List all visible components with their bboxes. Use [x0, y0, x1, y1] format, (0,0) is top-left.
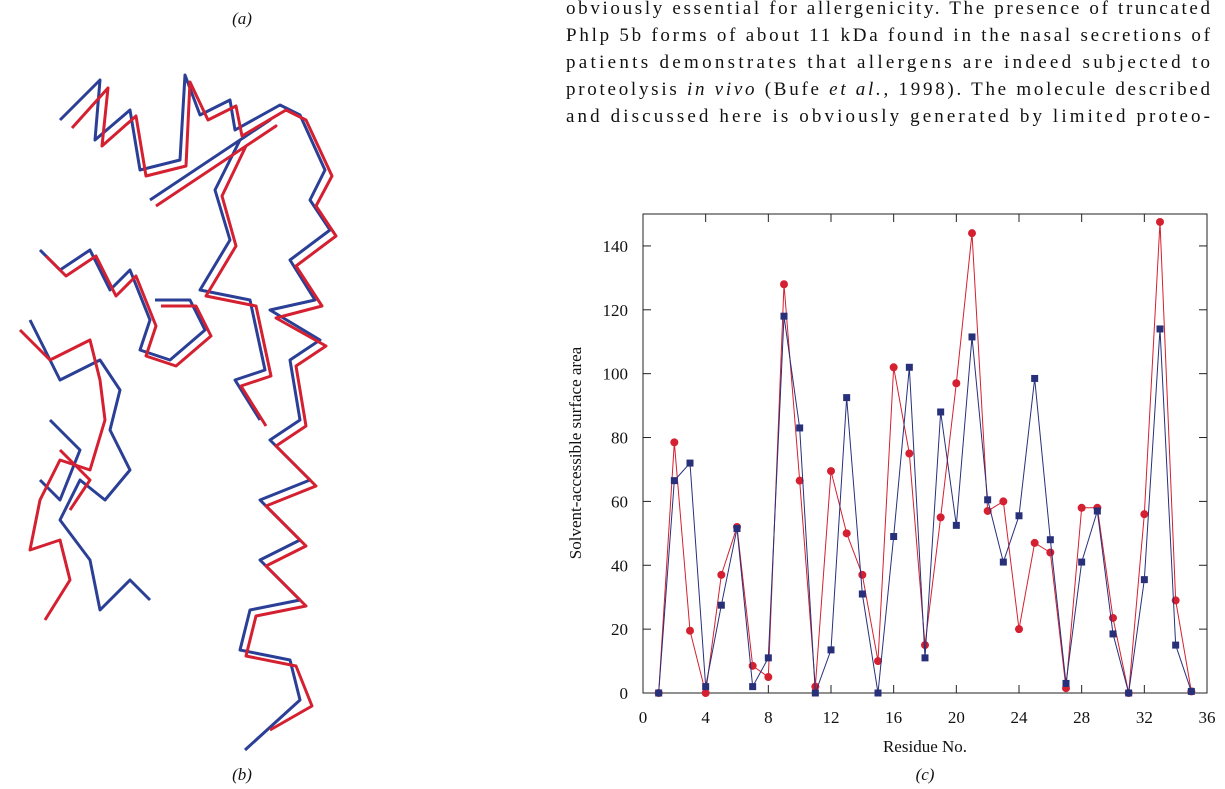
- y-tick-label: 80: [611, 429, 628, 448]
- data-point: [734, 525, 741, 532]
- data-point: [1000, 559, 1007, 566]
- data-point: [717, 571, 725, 579]
- paragraph-line: proteolysis in vivo (Bufe et al., 1998).…: [566, 79, 1211, 100]
- data-point: [1094, 507, 1101, 514]
- x-tick-label: 8: [764, 708, 773, 727]
- data-point: [1046, 548, 1054, 556]
- x-tick-label: 24: [1011, 708, 1029, 727]
- y-tick-label: 140: [603, 237, 629, 256]
- data-point: [702, 683, 709, 690]
- data-point: [780, 280, 788, 288]
- x-tick-label: 4: [701, 708, 710, 727]
- text-run: , 1998). The molecule described: [884, 79, 1211, 100]
- data-point: [1031, 539, 1039, 547]
- y-tick-label: 100: [603, 365, 629, 384]
- paragraph-line: and discussed here is obviously generate…: [566, 106, 1210, 127]
- y-tick-label: 60: [611, 492, 628, 511]
- data-point: [655, 690, 662, 697]
- chart: Residue No. Solvent-accessible surface a…: [566, 214, 1216, 756]
- text-run: in vivo: [687, 79, 755, 100]
- data-point: [1110, 630, 1117, 637]
- x-tick-label: 12: [823, 708, 840, 727]
- y-axis-label: Solvent-accessible surface area: [566, 346, 585, 559]
- data-point: [749, 683, 756, 690]
- data-point: [890, 533, 897, 540]
- data-point: [1031, 375, 1038, 382]
- data-point: [937, 408, 944, 415]
- text-run: proteolysis: [566, 79, 684, 100]
- data-point: [952, 379, 960, 387]
- data-point: [827, 467, 835, 475]
- data-point: [1140, 510, 1148, 518]
- molecule-structure: [20, 75, 336, 750]
- paragraph-line: obviously essential for allergenicity. T…: [566, 0, 1211, 19]
- y-tick-label: 40: [611, 556, 628, 575]
- data-point: [905, 450, 913, 458]
- paragraph-line: patients demonstrates that allergens are…: [566, 52, 1210, 73]
- panel-label: (c): [916, 765, 935, 784]
- data-point: [796, 424, 803, 431]
- data-point: [858, 571, 866, 579]
- panel-label: (a): [232, 9, 252, 28]
- data-point: [843, 529, 851, 537]
- data-point: [1188, 688, 1195, 695]
- structure-blue: [30, 75, 330, 750]
- data-point: [687, 460, 694, 467]
- data-point: [1172, 642, 1179, 649]
- data-point: [1015, 625, 1023, 633]
- text-run: (Bufe: [757, 79, 826, 100]
- x-tick-label: 0: [639, 708, 648, 727]
- x-tick-label: 16: [885, 708, 902, 727]
- data-point: [1141, 576, 1148, 583]
- data-point: [1157, 325, 1164, 332]
- plot-frame: [643, 214, 1207, 693]
- data-point: [828, 646, 835, 653]
- data-point: [1156, 218, 1164, 226]
- text-run: et al.: [829, 79, 881, 100]
- data-point: [1063, 680, 1070, 687]
- y-tick-label: 0: [620, 684, 629, 703]
- x-tick-label: 32: [1136, 708, 1153, 727]
- y-tick-label: 120: [603, 301, 629, 320]
- data-point: [1016, 512, 1023, 519]
- data-point: [922, 654, 929, 661]
- y-tick-label: 20: [611, 620, 628, 639]
- data-point: [686, 627, 694, 635]
- data-point: [921, 641, 929, 649]
- data-point: [781, 313, 788, 320]
- data-point: [812, 690, 819, 697]
- data-point: [702, 689, 710, 697]
- data-point: [1047, 536, 1054, 543]
- data-point: [1078, 504, 1086, 512]
- paragraph-line: Phlp 5b forms of about 11 kDa found in t…: [566, 25, 1211, 46]
- data-point: [890, 363, 898, 371]
- data-point: [843, 394, 850, 401]
- data-point: [859, 591, 866, 598]
- data-point: [953, 522, 960, 529]
- data-point: [1078, 559, 1085, 566]
- data-point: [937, 513, 945, 521]
- x-tick-label: 28: [1073, 708, 1090, 727]
- data-point: [969, 333, 976, 340]
- page: obviously essential for allergenicity. T…: [0, 0, 1225, 789]
- data-point: [765, 654, 772, 661]
- data-point: [670, 438, 678, 446]
- structure-red: [20, 82, 336, 730]
- data-point: [999, 497, 1007, 505]
- data-point: [875, 690, 882, 697]
- x-axis-label: Residue No.: [883, 737, 967, 756]
- x-tick-label: 20: [948, 708, 965, 727]
- data-point: [764, 673, 772, 681]
- data-point: [671, 477, 678, 484]
- data-point: [718, 602, 725, 609]
- data-point: [1125, 690, 1132, 697]
- data-point: [968, 229, 976, 237]
- data-point: [984, 496, 991, 503]
- panel-label: (b): [232, 765, 252, 784]
- x-tick-label: 36: [1199, 708, 1216, 727]
- data-point: [906, 364, 913, 371]
